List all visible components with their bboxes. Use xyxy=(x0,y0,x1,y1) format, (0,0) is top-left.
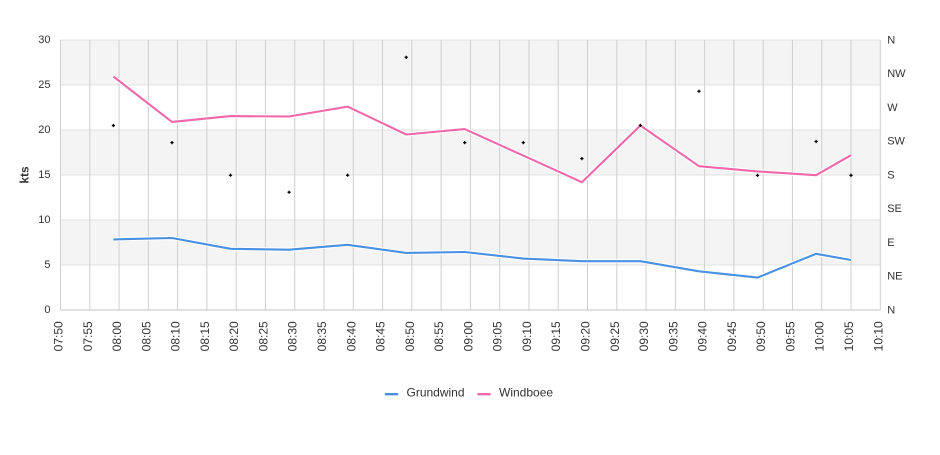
svg-text:09:45: 09:45 xyxy=(725,321,739,351)
svg-text:0: 0 xyxy=(44,304,50,316)
svg-text:08:05: 08:05 xyxy=(139,321,153,351)
svg-text:N: N xyxy=(887,304,895,316)
svg-text:NE: NE xyxy=(887,271,902,283)
svg-text:W: W xyxy=(887,102,898,114)
svg-text:07:55: 07:55 xyxy=(81,321,95,351)
svg-text:08:15: 08:15 xyxy=(198,321,212,351)
svg-text:Grundwind: Grundwind xyxy=(407,386,465,400)
svg-text:S: S xyxy=(887,169,894,181)
svg-text:SW: SW xyxy=(887,136,905,148)
svg-text:09:50: 09:50 xyxy=(754,321,768,351)
svg-text:09:05: 09:05 xyxy=(491,321,505,351)
svg-text:10: 10 xyxy=(38,214,50,226)
svg-text:09:10: 09:10 xyxy=(520,321,534,351)
svg-text:09:55: 09:55 xyxy=(783,321,797,351)
svg-text:NW: NW xyxy=(887,68,906,80)
svg-text:09:40: 09:40 xyxy=(696,321,710,351)
svg-text:09:15: 09:15 xyxy=(549,321,563,351)
svg-text:10:10: 10:10 xyxy=(871,321,885,351)
svg-text:09:35: 09:35 xyxy=(666,321,680,351)
svg-text:08:25: 08:25 xyxy=(256,321,270,351)
svg-text:5: 5 xyxy=(44,259,50,271)
svg-text:08:10: 08:10 xyxy=(169,321,183,351)
svg-text:08:35: 08:35 xyxy=(315,321,329,351)
svg-text:10:05: 10:05 xyxy=(842,321,856,351)
svg-text:15: 15 xyxy=(38,169,50,181)
svg-text:09:25: 09:25 xyxy=(608,321,622,351)
svg-text:N: N xyxy=(887,34,895,46)
svg-text:09:30: 09:30 xyxy=(637,321,651,351)
svg-text:30: 30 xyxy=(38,34,50,46)
svg-text:08:50: 08:50 xyxy=(403,321,417,351)
svg-text:kts: kts xyxy=(18,166,32,184)
svg-text:07:50: 07:50 xyxy=(52,321,66,351)
svg-text:08:00: 08:00 xyxy=(110,321,124,351)
svg-text:20: 20 xyxy=(38,124,50,136)
svg-text:09:00: 09:00 xyxy=(461,321,475,351)
svg-text:Windboee: Windboee xyxy=(499,386,553,400)
svg-text:E: E xyxy=(887,237,894,249)
svg-text:08:40: 08:40 xyxy=(344,321,358,351)
svg-text:08:20: 08:20 xyxy=(227,321,241,351)
svg-text:25: 25 xyxy=(38,79,50,91)
svg-text:08:30: 08:30 xyxy=(286,321,300,351)
svg-text:09:20: 09:20 xyxy=(579,321,593,351)
svg-text:10:00: 10:00 xyxy=(813,321,827,351)
svg-text:08:55: 08:55 xyxy=(432,321,446,351)
svg-text:08:45: 08:45 xyxy=(374,321,388,351)
svg-text:SE: SE xyxy=(887,203,902,215)
